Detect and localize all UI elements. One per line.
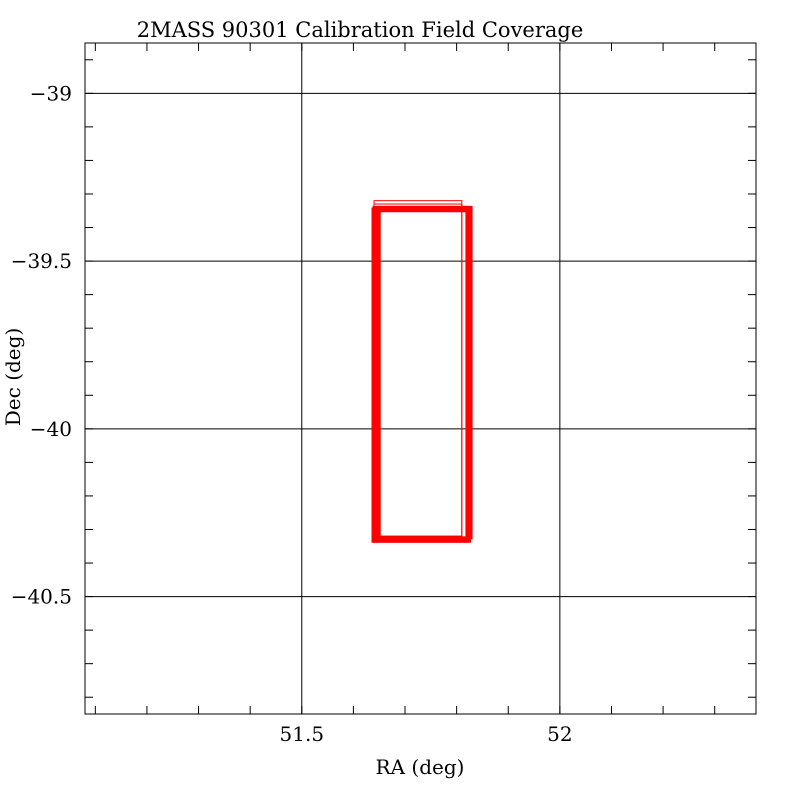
y-tick-label: −40 xyxy=(30,417,72,441)
x-tick-label: 51.5 xyxy=(280,722,325,746)
coverage-rectangle xyxy=(375,207,470,542)
y-axis-label: Dec (deg) xyxy=(1,328,25,426)
coverage-rectangle xyxy=(372,205,469,542)
coverage-rectangle xyxy=(377,205,473,540)
chart-title: 2MASS 90301 Calibration Field Coverage xyxy=(137,18,584,42)
tick-labels: 51.5 52 −39 −39.5 −40 −40.5 xyxy=(11,81,573,746)
coverage-rectangle xyxy=(371,207,469,543)
plot-frame xyxy=(84,42,757,715)
y-tick-label: −39 xyxy=(30,81,72,105)
y-tick-label: −40.5 xyxy=(11,585,72,609)
coverage-rectangle xyxy=(373,200,463,537)
coverage-rectangle xyxy=(373,203,463,537)
y-tick-label: −39.5 xyxy=(11,249,72,273)
x-tick-label: 52 xyxy=(547,722,572,746)
coverage-series xyxy=(371,200,473,543)
x-axis-label: RA (deg) xyxy=(376,755,465,779)
axis-ticks xyxy=(85,43,756,714)
coverage-rectangle xyxy=(372,209,472,543)
grid-lines xyxy=(85,43,756,714)
